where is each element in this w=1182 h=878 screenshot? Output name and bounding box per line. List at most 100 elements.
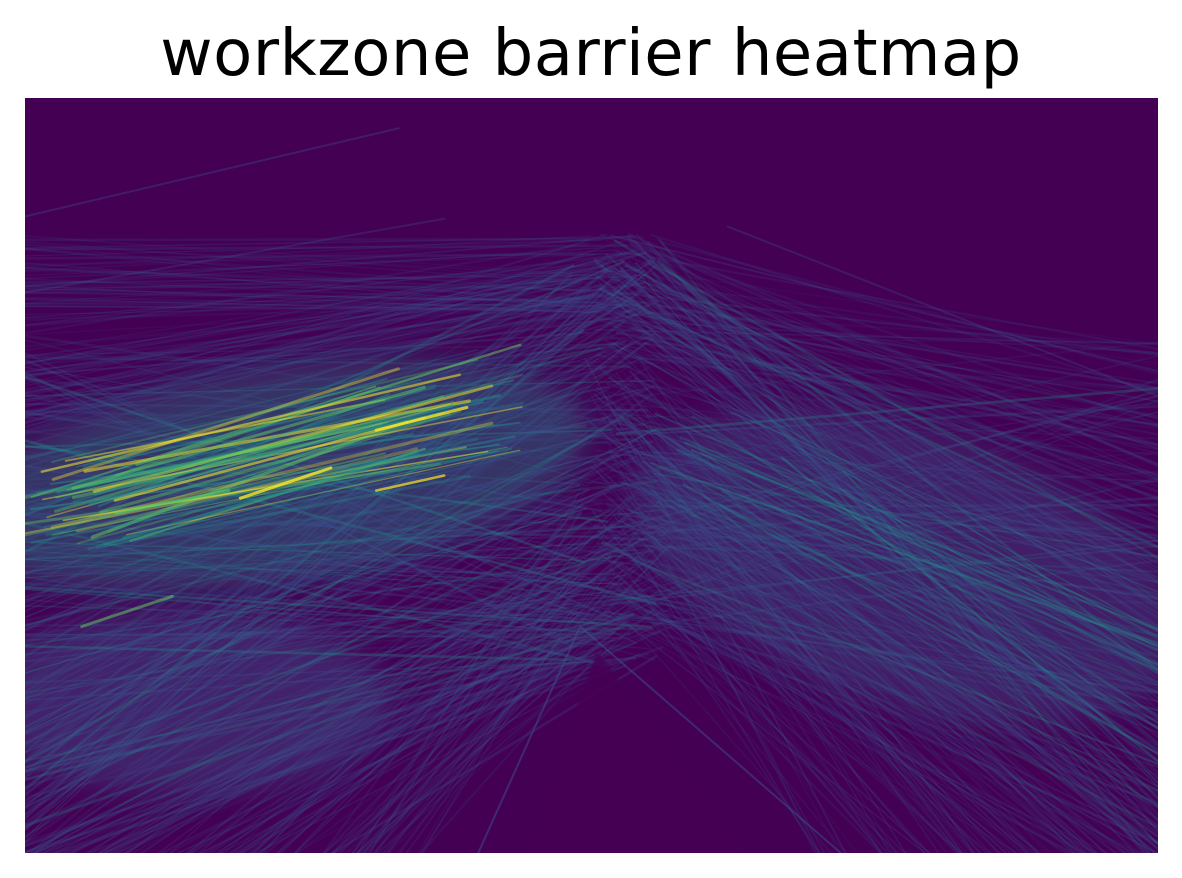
right-teal-strand — [679, 436, 1158, 648]
trace-right — [649, 428, 1158, 752]
trace-lower-right — [609, 507, 818, 853]
trace-left — [25, 416, 656, 465]
trace-left — [25, 576, 571, 657]
trace-left — [25, 261, 639, 685]
trace-lower-left — [199, 638, 616, 853]
trace-lower-right — [602, 412, 1000, 853]
trace-left — [25, 422, 606, 731]
trace-upper-left — [25, 253, 641, 369]
trace-lower-left — [114, 644, 557, 853]
trace-right — [595, 586, 1143, 853]
trace-upper-left — [25, 281, 646, 374]
trace-lower-right — [587, 520, 961, 853]
trace-lower-left — [216, 551, 662, 853]
trace-right — [623, 354, 1158, 427]
trace-upper-left — [25, 236, 633, 249]
trace-right — [594, 284, 1158, 494]
trace-upper-left — [25, 287, 601, 408]
trace-left — [25, 460, 575, 627]
trace-upper-left — [25, 252, 584, 267]
trace-right — [653, 353, 1158, 426]
right-teal-strand — [718, 503, 1158, 730]
trace-lower-left — [252, 537, 575, 853]
trace-lower-left — [209, 600, 577, 853]
trace-lower-right — [591, 510, 884, 853]
trace-lower-right — [632, 623, 1075, 853]
trace-lower-left — [261, 501, 584, 853]
trace-right — [611, 241, 1158, 642]
trace-right — [636, 478, 1158, 556]
trace-left — [25, 657, 637, 702]
outlier-stroke — [25, 127, 400, 218]
trace-right — [642, 410, 1158, 541]
trace-right — [634, 341, 1158, 398]
trace-right — [608, 346, 1158, 564]
trace-right — [643, 262, 1158, 785]
trace-right — [603, 320, 1158, 481]
trace-lower-left — [280, 492, 637, 853]
trace-lower-left — [85, 520, 645, 853]
trace-lower-right — [593, 392, 1099, 853]
trace-left — [25, 263, 621, 646]
trace-right — [650, 233, 1158, 395]
trace-left — [25, 366, 629, 719]
trace-right — [636, 234, 1158, 784]
trace-right — [623, 344, 1158, 476]
trace-lower-right — [627, 605, 1089, 853]
trace-left — [25, 481, 629, 704]
trace-left — [25, 366, 604, 434]
trace-left — [25, 595, 655, 656]
trace-upper-left — [25, 248, 640, 385]
trace-upper-left — [25, 264, 589, 305]
trace-left — [25, 525, 636, 561]
trace-lower-right — [634, 489, 1117, 853]
trace-lower-left — [56, 577, 671, 853]
trace-right — [606, 343, 1158, 476]
trace-right — [610, 341, 1158, 640]
trace-upper-left — [25, 296, 623, 309]
trace-lower-left — [275, 517, 618, 853]
trace-lower-right — [591, 605, 1020, 853]
trace-right — [620, 270, 1158, 801]
trace-lower-left — [356, 527, 671, 853]
trace-left — [25, 343, 650, 356]
trace-left — [25, 612, 579, 628]
trace-right — [596, 345, 1158, 713]
trace-left — [25, 440, 654, 601]
trace-left — [25, 298, 659, 415]
trace-lower-right — [628, 370, 1088, 853]
trace-upper-left — [25, 249, 638, 417]
trace-left — [25, 371, 572, 647]
trace-right — [595, 379, 1158, 481]
trace-left — [25, 524, 616, 559]
trace-lower-left — [382, 544, 670, 853]
trace-left — [25, 549, 656, 601]
trace-right — [618, 354, 1158, 480]
right-teal-strand — [769, 419, 1158, 633]
trace-right — [598, 394, 1158, 533]
trace-right — [624, 450, 1158, 483]
trace-right — [600, 320, 1158, 533]
right-teal-strand — [793, 445, 1158, 637]
trace-lower-left — [251, 536, 626, 853]
trace-left — [25, 306, 635, 719]
trace-lower-right — [629, 576, 821, 853]
trace-right — [657, 502, 1158, 550]
trace-left — [25, 314, 573, 840]
trace-lower-right — [609, 449, 1040, 853]
trace-lower-left — [242, 555, 611, 853]
trace-left — [25, 532, 605, 769]
trace-lower-right — [628, 544, 1017, 853]
hot-strand — [25, 462, 442, 526]
trace-lower-right — [626, 477, 1028, 853]
right-teal-strand — [730, 411, 1158, 593]
trace-left — [25, 265, 657, 775]
hot-strand — [54, 395, 444, 513]
trace-upper-left — [25, 296, 637, 305]
trace-right — [652, 272, 1146, 853]
trace-right — [641, 419, 1158, 560]
hot-strand — [93, 401, 484, 496]
trace-left — [25, 549, 654, 647]
trace-right — [645, 609, 1158, 722]
trace-lower-left — [321, 632, 613, 853]
